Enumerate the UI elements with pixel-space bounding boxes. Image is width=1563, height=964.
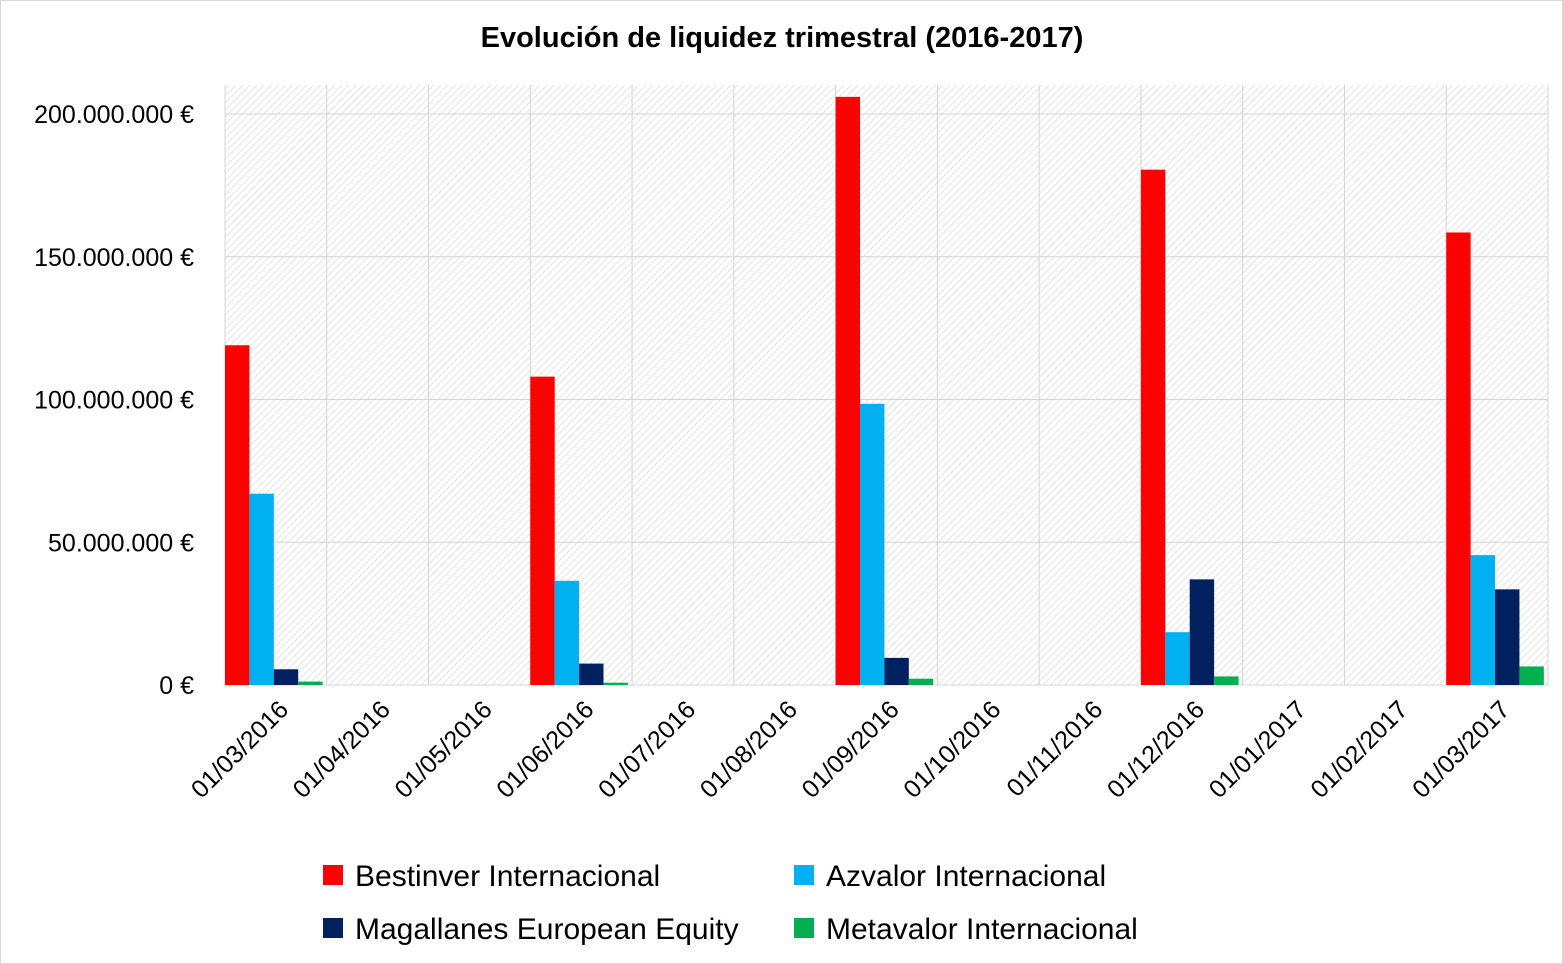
bar <box>554 580 580 685</box>
bar <box>1446 232 1471 686</box>
legend-entry: Azvalor Internacional <box>794 860 1106 893</box>
y-axis-ticks: 0 € 50.000.000 € 100.000.000 € 150.000.000 … <box>34 101 194 700</box>
x-tick-label: 01/06/2016 <box>491 695 599 803</box>
legend-swatch <box>794 865 814 885</box>
legend-swatch <box>323 918 343 938</box>
legend-swatch <box>323 865 343 885</box>
legend-entry: Magallanes European Equity <box>323 913 739 946</box>
x-tick-label: 01/09/2016 <box>796 695 904 803</box>
bar <box>1165 632 1190 685</box>
legend-entry: Bestinver Internacional <box>323 860 660 893</box>
y-tick-label: 200.000.000 € <box>34 101 194 129</box>
y-tick-label: 150.000.000 € <box>34 244 194 272</box>
y-tick-label: 0 € <box>159 672 194 700</box>
y-tick-label: 50.000.000 € <box>48 529 194 557</box>
plot-background <box>225 85 1548 685</box>
bar <box>1470 555 1496 685</box>
bar <box>860 403 885 685</box>
x-tick-label: 01/05/2016 <box>389 695 497 803</box>
x-tick-label: 01/11/2016 <box>1001 695 1108 802</box>
x-tick-label: 01/03/2017 <box>1407 695 1515 803</box>
bar <box>579 663 604 685</box>
bar <box>249 493 274 685</box>
x-tick-label: 01/08/2016 <box>695 695 803 803</box>
bars <box>225 96 1544 686</box>
x-tick-label: 01/10/2016 <box>898 695 1006 803</box>
bar <box>1214 676 1239 685</box>
legend-entry: Metavalor Internacional <box>794 913 1138 946</box>
x-tick-label: 01/03/2016 <box>186 695 294 803</box>
bar <box>603 682 628 685</box>
bar <box>225 345 250 685</box>
bar <box>908 678 934 685</box>
legend-swatch <box>794 918 814 938</box>
x-tick-label: 01/02/2017 <box>1305 695 1413 803</box>
legend: Bestinver Internacional Azvalor Internaci… <box>323 860 1138 946</box>
bar <box>835 96 861 686</box>
chart-title: Evolución de liquidez trimestral (2016-2… <box>481 22 1084 54</box>
x-tick-label: 01/01/2017 <box>1204 695 1312 803</box>
legend-label: Bestinver Internacional <box>355 860 660 893</box>
plot-area <box>225 85 1548 685</box>
bar <box>530 376 555 685</box>
bar <box>273 669 299 685</box>
x-tick-label: 01/12/2016 <box>1102 695 1210 803</box>
bar <box>884 657 909 685</box>
legend-label: Metavalor Internacional <box>826 913 1138 946</box>
x-tick-label: 01/04/2016 <box>288 695 396 803</box>
y-tick-label: 100.000.000 € <box>34 387 194 415</box>
bar <box>1519 666 1544 685</box>
bar <box>298 681 323 685</box>
bar <box>1189 579 1215 685</box>
x-tick-label: 01/07/2016 <box>593 695 701 803</box>
bar <box>1140 169 1166 686</box>
legend-label: Azvalor Internacional <box>826 860 1106 893</box>
bar <box>1495 589 1520 685</box>
legend-label: Magallanes European Equity <box>355 913 739 946</box>
x-axis-ticks: 01/03/201601/04/201601/05/201601/06/2016… <box>186 695 1516 803</box>
